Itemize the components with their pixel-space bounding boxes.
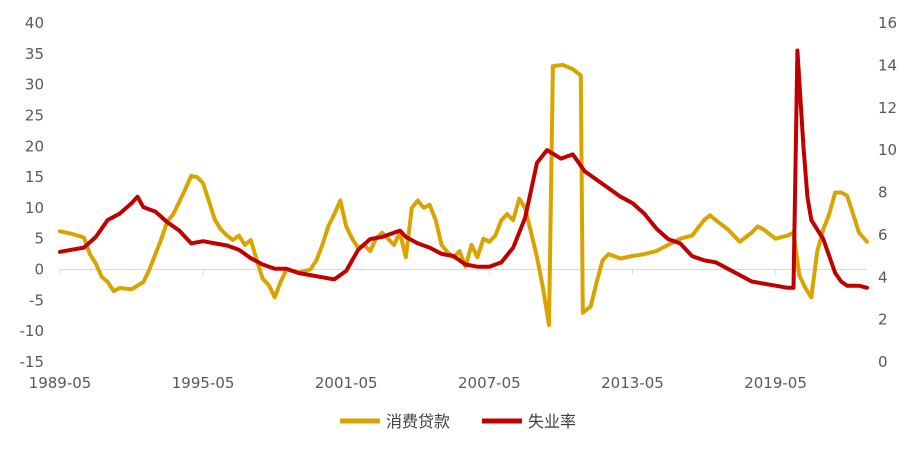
right-tick-label: 2 [878, 311, 888, 329]
series-layer [58, 48, 869, 327]
right-tick-label: 10 [878, 141, 897, 159]
left-tick-label: -10 [20, 322, 45, 340]
left-tick-label: 5 [34, 230, 44, 248]
legend-label-unemployment: 失业率 [528, 412, 576, 431]
right-tick-label: 8 [878, 184, 888, 202]
left-tick-label: -15 [20, 353, 45, 371]
left-tick-label: -5 [29, 291, 44, 309]
left-tick-label: 35 [25, 45, 44, 63]
left-tick-label: 15 [25, 168, 44, 186]
left-tick-label: 25 [25, 106, 44, 124]
left-tick-label: 0 [34, 261, 44, 279]
series-line-consumer-loans [58, 62, 869, 327]
x-tick-label: 2019-05 [744, 374, 807, 392]
legend: 消费贷款 失业率 [340, 412, 576, 431]
right-axis-ticks: 16 14 12 10 8 6 4 2 0 [878, 14, 897, 371]
right-tick-label: 12 [878, 99, 897, 117]
right-tick-label: 16 [878, 14, 897, 32]
series-line-unemployment [58, 48, 869, 290]
x-tick-label: 1989-05 [29, 374, 92, 392]
x-axis-ticks: 1989-05 1995-05 2001-05 2007-05 2013-05 2019-… [29, 269, 807, 392]
right-tick-label: 6 [878, 226, 888, 244]
left-axis-ticks: 40 35 30 25 20 15 10 5 0 -5 -10 -15 [20, 14, 45, 371]
left-tick-label: 40 [25, 14, 44, 32]
left-tick-label: 30 [25, 76, 44, 94]
x-tick-label: 1995-05 [172, 374, 235, 392]
left-tick-label: 10 [25, 199, 44, 217]
legend-label-consumer-loans: 消费贷款 [386, 412, 450, 431]
left-tick-label: 20 [25, 137, 44, 155]
x-tick-label: 2001-05 [315, 374, 378, 392]
x-tick-label: 2013-05 [601, 374, 664, 392]
right-tick-label: 14 [878, 56, 897, 74]
x-tick-label: 2007-05 [458, 374, 521, 392]
right-tick-label: 0 [878, 353, 888, 371]
right-tick-label: 4 [878, 268, 888, 286]
